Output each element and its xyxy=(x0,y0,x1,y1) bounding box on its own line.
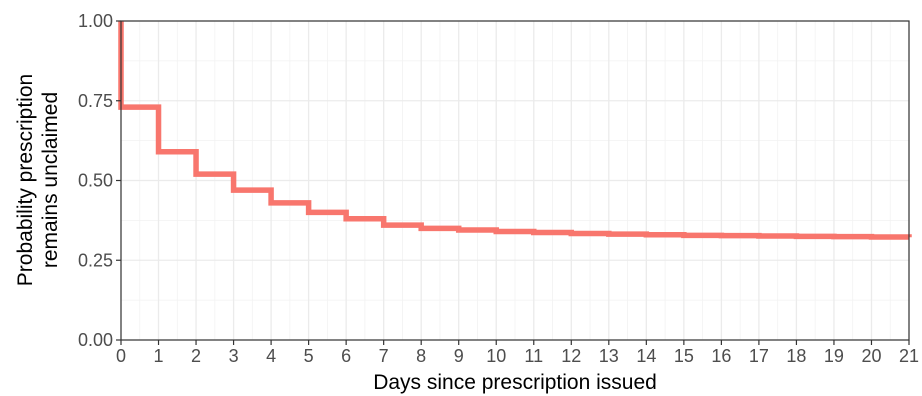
x-tick-label: 16 xyxy=(711,346,731,366)
y-axis-title-line-2: remains unclaimed xyxy=(39,92,62,268)
x-tick-label: 15 xyxy=(674,346,694,366)
x-tick-label: 12 xyxy=(561,346,581,366)
x-tick-label: 8 xyxy=(416,346,426,366)
x-tick-label: 18 xyxy=(786,346,806,366)
x-tick-label: 7 xyxy=(379,346,389,366)
x-tick-label: 19 xyxy=(824,346,844,366)
series-layer xyxy=(118,21,912,240)
x-tick-label: 5 xyxy=(304,346,314,366)
x-tick-label: 14 xyxy=(636,346,656,366)
x-tick-label: 3 xyxy=(229,346,239,366)
y-axis-title: Probability prescription remains unclaim… xyxy=(14,74,62,286)
x-axis-title: Days since prescription issued xyxy=(373,371,657,394)
x-tick-label: 2 xyxy=(191,346,201,366)
x-tick-label: 10 xyxy=(486,346,506,366)
y-axis-title-line-1: Probability prescription xyxy=(14,74,37,286)
x-tick-label: 0 xyxy=(116,346,126,366)
y-tick-label: 1.00 xyxy=(78,11,113,31)
y-tick-label: 0.25 xyxy=(78,250,113,270)
x-tick-label: 13 xyxy=(599,346,619,366)
ticks-layer xyxy=(116,20,910,345)
x-tick-labels: 0 1 2 3 4 5 6 7 8 9 10 11 12 13 14 15 16 17 18 19 20 21 xyxy=(116,346,919,366)
x-tick-label: 20 xyxy=(861,346,881,366)
y-tick-label: 0.00 xyxy=(78,330,113,350)
x-tick-label: 21 xyxy=(899,346,919,366)
x-tick-label: 9 xyxy=(454,346,464,366)
y-tick-label: 0.75 xyxy=(78,91,113,111)
x-tick-label: 11 xyxy=(524,346,543,366)
x-tick-label: 6 xyxy=(341,346,351,366)
survival-step-line xyxy=(118,21,912,240)
x-tick-label: 17 xyxy=(749,346,769,366)
x-tick-label: 1 xyxy=(154,346,164,366)
y-tick-label: 0.50 xyxy=(78,171,113,191)
y-tick-labels: 0.00 0.25 0.50 0.75 1.00 xyxy=(78,11,113,350)
x-tick-label: 4 xyxy=(266,346,276,366)
